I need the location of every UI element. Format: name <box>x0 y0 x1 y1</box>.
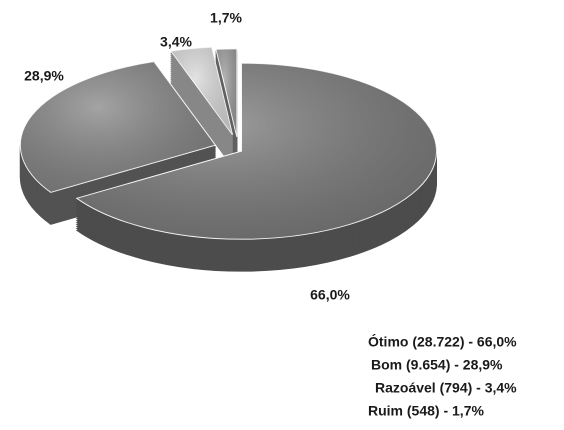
slice-shine <box>20 61 216 193</box>
slice-label: 28,9% <box>24 68 64 84</box>
slice-shine <box>171 47 233 135</box>
legend-entry: Ruim (548) - 1,7% <box>368 403 484 419</box>
slice-shine <box>76 63 437 240</box>
slice-label: 66,0% <box>310 287 350 303</box>
legend-entry: Bom (9.654) - 28,9% <box>371 357 503 373</box>
legend-entry: Ótimo (28.722) - 66,0% <box>368 333 517 350</box>
slice-label: 3,4% <box>160 34 192 50</box>
slice-shine <box>216 48 237 137</box>
slice-label: 1,7% <box>210 10 242 26</box>
legend-entry: Razoável (794) - 3,4% <box>375 380 517 396</box>
